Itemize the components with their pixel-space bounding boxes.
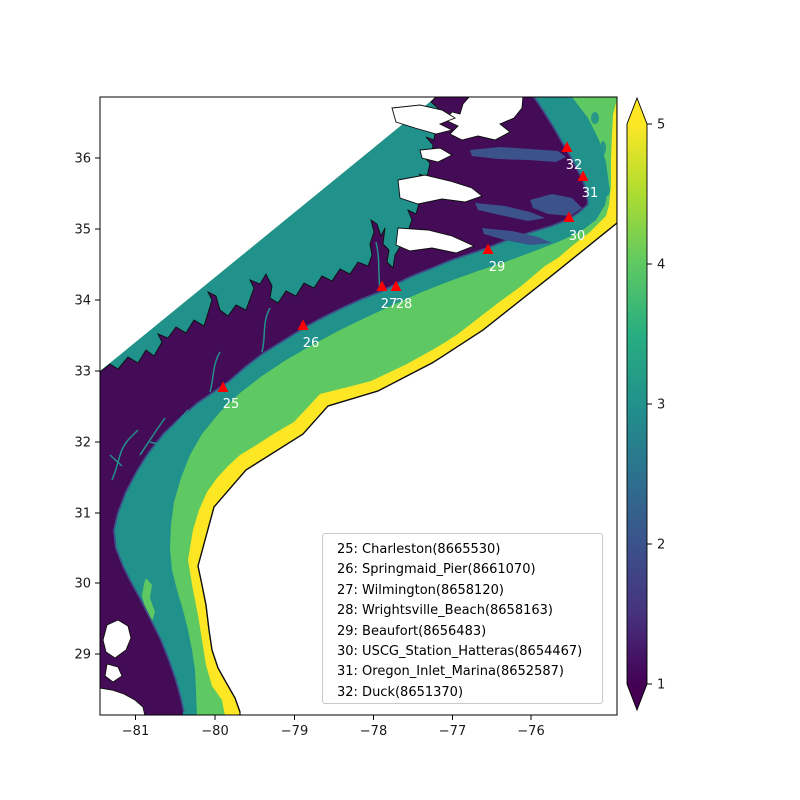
- station-32-label: 32: [566, 158, 583, 173]
- station-31-marker: [577, 170, 589, 181]
- colorbar-tick-label: 1: [657, 678, 665, 693]
- colorbar-tick-label: 3: [657, 398, 665, 413]
- x-tick-marks: [135, 715, 532, 720]
- colorbar-tick-marks: [647, 123, 652, 685]
- y-tick-label: 32: [74, 436, 91, 451]
- x-tick-label: −76: [517, 724, 544, 739]
- colorbar-tick-label: 5: [657, 118, 665, 133]
- open-boundary-line: [197, 222, 617, 713]
- y-tick-label: 34: [74, 294, 91, 309]
- legend-item: 28: Wrightsville_Beach(8658163): [337, 603, 553, 619]
- colorbar-tick-labels: 5 4 3 2 1: [657, 118, 665, 693]
- legend-item: 30: USCG_Station_Hatteras(8654467): [337, 644, 583, 660]
- station-28-label: 28: [396, 297, 413, 312]
- x-tick-label: −80: [201, 724, 228, 739]
- y-tick-label: 33: [74, 365, 91, 380]
- station-legend: 25: Charleston(8665530) 26: Springmaid_P…: [322, 533, 603, 704]
- y-tick-label: 36: [74, 152, 91, 167]
- x-tick-label: −77: [439, 724, 466, 739]
- station-31-label: 31: [582, 186, 599, 201]
- station-32-marker: [561, 141, 573, 152]
- station-number-labels: 25 26 27 28 29 30 31 32: [223, 158, 599, 412]
- y-tick-label: 35: [74, 223, 91, 238]
- y-tick-marks: [95, 157, 100, 655]
- x-tick-labels: −81 −80 −79 −78 −77 −76: [122, 724, 545, 739]
- station-markers: [217, 141, 589, 392]
- station-28-marker: [390, 280, 402, 291]
- y-tick-label: 29: [74, 648, 91, 663]
- legend-item: 29: Beaufort(8656483): [337, 623, 487, 639]
- legend-item: 32: Duck(8651370): [337, 684, 464, 700]
- contour-band3-teal: [100, 97, 609, 715]
- station-29-marker: [482, 243, 494, 254]
- y-tick-label: 31: [74, 507, 91, 522]
- land-islands: [100, 97, 524, 715]
- y-tick-labels: 36 35 34 33 32 31 30 29: [74, 152, 91, 663]
- x-tick-label: −78: [360, 724, 387, 739]
- legend-item: 31: Oregon_Inlet_Marina(8652587): [337, 664, 564, 680]
- station-27-marker: [376, 280, 388, 291]
- station-25-label: 25: [223, 397, 240, 412]
- legend-item: 27: Wilmington(8658120): [337, 582, 504, 598]
- station-30-label: 30: [569, 229, 586, 244]
- station-25-marker: [217, 381, 229, 392]
- contour-band1-purple: [100, 97, 587, 715]
- x-tick-label: −79: [281, 724, 308, 739]
- legend-item: 26: Springmaid_Pier(8661070): [337, 562, 536, 578]
- legend-item: 25: Charleston(8665530): [337, 542, 501, 557]
- colorbar: [626, 96, 648, 712]
- station-26-marker: [297, 319, 309, 330]
- colorbar-tick-label: 4: [657, 258, 665, 273]
- axes-frame: [99, 96, 618, 716]
- x-tick-label: −81: [122, 724, 149, 739]
- station-29-label: 29: [489, 260, 506, 275]
- station-26-label: 26: [303, 336, 320, 351]
- y-tick-label: 30: [74, 577, 91, 592]
- sound-blue-patches: [470, 147, 582, 245]
- station-27-label: 27: [381, 297, 398, 312]
- station-30-marker: [563, 211, 575, 222]
- colorbar-tick-label: 2: [657, 538, 665, 553]
